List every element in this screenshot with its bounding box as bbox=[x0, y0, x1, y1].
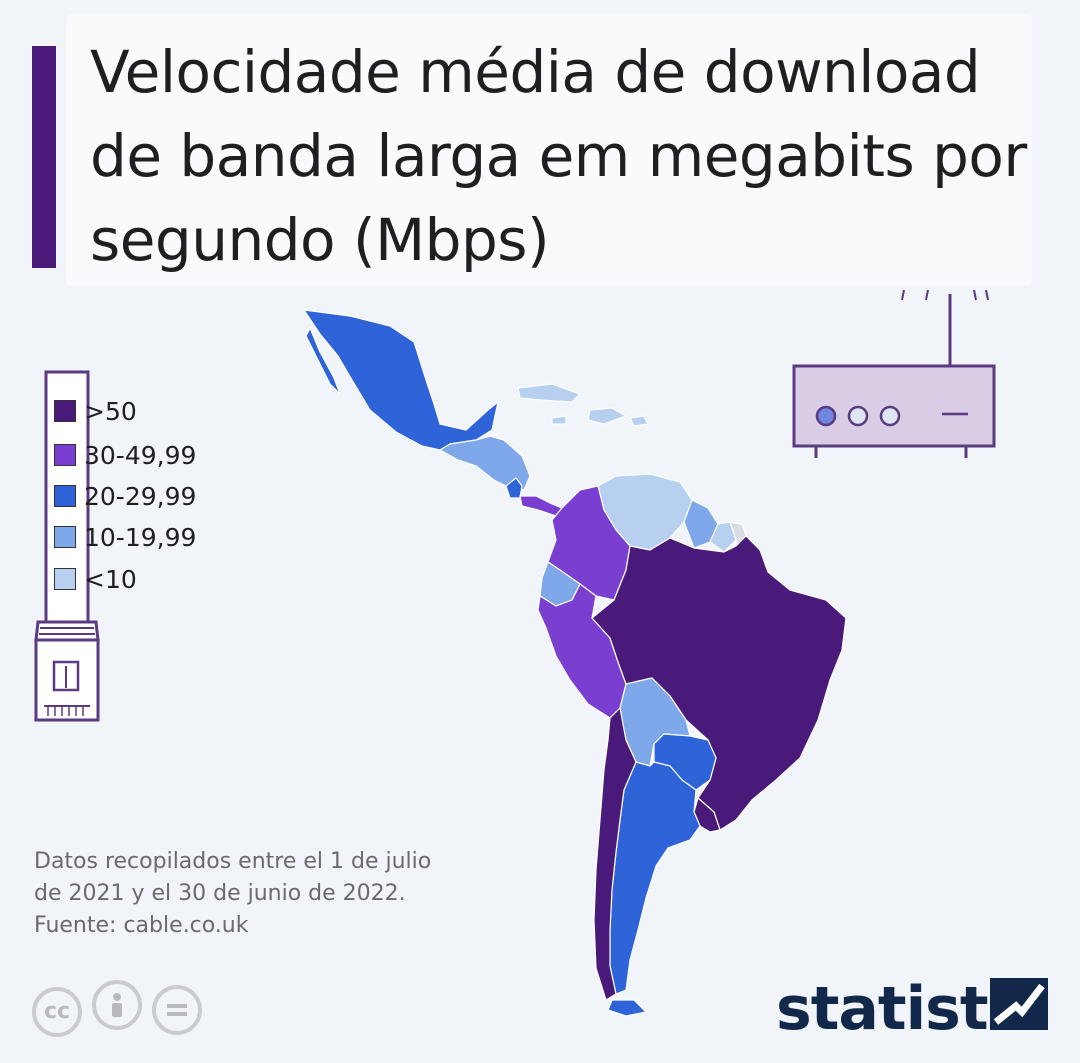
legend-item: <10 bbox=[54, 564, 137, 594]
legend-swatch bbox=[54, 400, 76, 422]
legend-swatch bbox=[54, 485, 76, 507]
footnote-line: de 2021 y el 30 de junio de 2022. bbox=[34, 881, 406, 906]
map-region-costa-rica bbox=[505, 477, 523, 499]
legend-swatch bbox=[54, 526, 76, 548]
statista-logo-icon bbox=[990, 978, 1048, 1030]
legend-label: 20-29,99 bbox=[84, 481, 197, 511]
title-accent-bar bbox=[32, 46, 56, 268]
equals-icon bbox=[152, 985, 202, 1035]
map-region-caribbean bbox=[517, 383, 581, 403]
statista-logo: statista bbox=[776, 974, 1028, 1044]
map-region-central-america bbox=[439, 435, 531, 491]
map-region-tierra-del-fuego bbox=[607, 999, 647, 1017]
legend-swatch bbox=[54, 444, 76, 466]
legend-label: 30-49,99 bbox=[84, 440, 197, 470]
footnote: Datos recopilados entre el 1 de julio de… bbox=[34, 846, 594, 942]
map-region-caribbean bbox=[587, 407, 627, 425]
map-region-caribbean bbox=[551, 415, 567, 425]
brand-name: statista bbox=[776, 974, 1028, 1044]
cc-icon: cc bbox=[32, 986, 82, 1037]
legend-item: 20-29,99 bbox=[54, 481, 196, 511]
router-icon bbox=[792, 289, 996, 458]
map-region-mexico bbox=[303, 309, 499, 451]
legend-item: 30-49,99 bbox=[54, 440, 196, 470]
license-icons: cc bbox=[32, 980, 212, 1037]
latin-america-map bbox=[303, 309, 847, 1017]
map-region-mexico-baja bbox=[305, 327, 341, 395]
map-region-caribbean bbox=[629, 415, 649, 427]
source-line: Fuente: cable.co.uk bbox=[34, 913, 249, 938]
legend-item: >50 bbox=[54, 396, 137, 426]
map-region-panama bbox=[519, 495, 563, 517]
map-region-chile bbox=[593, 707, 637, 1001]
footnote-line: Datos recopilados entre el 1 de julio bbox=[34, 849, 432, 874]
person-icon bbox=[92, 980, 142, 1030]
title-panel bbox=[66, 14, 1032, 286]
legend-label: <10 bbox=[84, 564, 137, 594]
legend-item: 10-19,99 bbox=[54, 522, 196, 552]
legend-label: 10-19,99 bbox=[84, 522, 197, 552]
legend-swatch bbox=[54, 568, 76, 590]
page-title: Velocidade média de download de banda la… bbox=[90, 38, 1027, 274]
legend-label: >50 bbox=[84, 396, 137, 426]
